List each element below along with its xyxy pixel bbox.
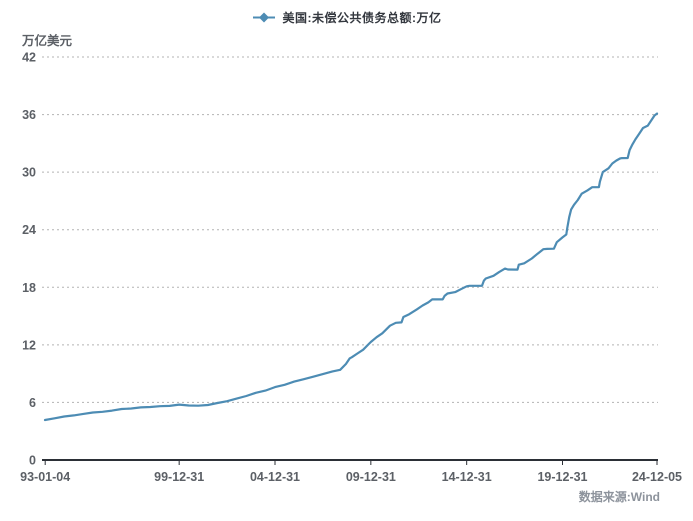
x-tick-label: 14-12-31	[442, 470, 492, 484]
y-tick-label: 12	[22, 338, 36, 352]
y-tick-label: 6	[29, 396, 36, 410]
y-tick-label: 36	[22, 108, 36, 122]
data-source-label: 数据来源:Wind	[578, 490, 660, 504]
x-tick-label: 99-12-31	[154, 470, 204, 484]
y-tick-label: 24	[22, 223, 36, 237]
x-tick-label: 19-12-31	[537, 470, 587, 484]
x-tick-label: 24-12-05	[632, 470, 682, 484]
x-tick-label: 93-01-04	[20, 470, 70, 484]
legend: 美国:未偿公共债务总额:万亿	[0, 9, 693, 26]
y-tick-label: 30	[22, 166, 36, 180]
y-tick-label: 42	[22, 51, 36, 65]
legend-series-label: 美国:未偿公共债务总额:万亿	[282, 11, 442, 25]
y-axis-unit-label: 万亿美元	[22, 34, 73, 48]
legend-line-diamond-marker-icon	[252, 12, 275, 23]
y-tick-label: 0	[29, 454, 36, 468]
series-line-us-public-debt	[43, 112, 659, 422]
x-tick-label: 09-12-31	[346, 470, 396, 484]
y-tick-label: 18	[22, 281, 36, 295]
x-tick-label: 04-12-31	[250, 470, 300, 484]
